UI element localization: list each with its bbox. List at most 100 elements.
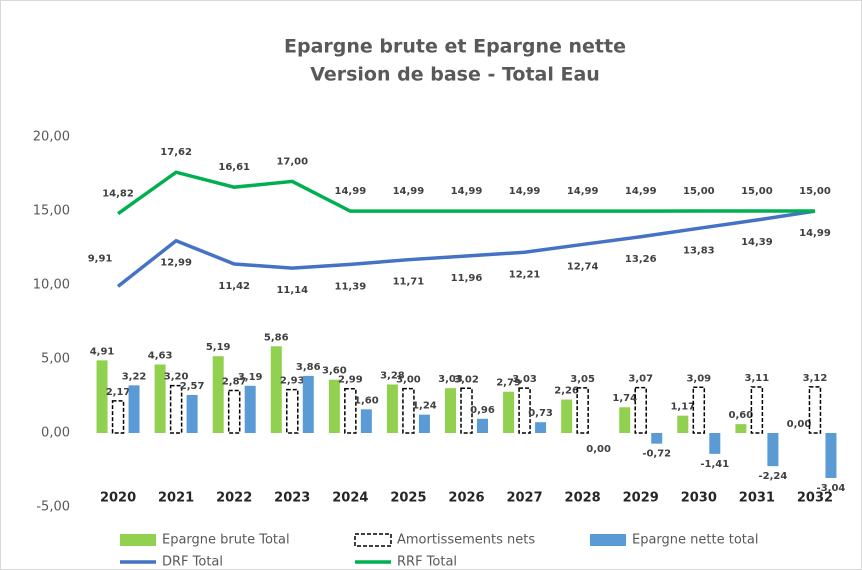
bar	[360, 409, 372, 433]
bar	[128, 385, 140, 433]
data-label: 1,17	[670, 402, 695, 413]
bar	[154, 364, 166, 433]
data-label: 17,00	[276, 156, 308, 167]
bar	[477, 418, 488, 433]
bar	[227, 389, 241, 434]
bar	[344, 387, 357, 434]
bar	[518, 387, 531, 434]
bar	[634, 386, 647, 434]
data-label: -2,24	[758, 471, 787, 482]
x-tick-label: 2029	[623, 491, 659, 506]
line	[117, 170, 815, 216]
chart-title: Epargne brute et Epargne nette	[284, 36, 626, 58]
data-label: 3,03	[512, 374, 537, 385]
data-label: 0,00	[787, 419, 812, 430]
data-label: 3,05	[570, 374, 595, 385]
x-tick-label: 2021	[158, 491, 194, 506]
data-label: 3,03	[438, 374, 463, 385]
data-label: 3,02	[454, 374, 479, 385]
data-label: 3,22	[122, 371, 147, 382]
data-label: 11,42	[218, 281, 250, 292]
bar	[561, 399, 573, 433]
data-label: 11,96	[451, 273, 483, 284]
x-tick-label: 2024	[332, 491, 368, 506]
bar	[808, 386, 822, 434]
x-tick-label: 2032	[797, 491, 833, 506]
data-label: 3,86	[296, 362, 321, 373]
data-label: 3,28	[380, 370, 405, 381]
data-label: 13,26	[625, 254, 657, 265]
data-label: 2,99	[338, 375, 363, 386]
bar	[651, 433, 663, 444]
data-label: 2,79	[496, 378, 521, 389]
legend-label: Epargne nette total	[632, 533, 758, 548]
data-label: 2,93	[280, 376, 305, 387]
data-label: 4,63	[148, 350, 173, 361]
data-label: 13,83	[683, 245, 715, 256]
data-label: 2,26	[554, 386, 579, 397]
chart-subtitle: Version de base - Total Eau	[310, 64, 600, 86]
data-label: 3,60	[322, 366, 347, 377]
bar	[709, 433, 721, 454]
data-label: 11,71	[393, 277, 425, 288]
data-label: 14,99	[625, 186, 657, 197]
y-tick-label: -5,00	[36, 500, 70, 515]
y-tick-label: 20,00	[33, 130, 70, 145]
x-tick-label: 2026	[448, 491, 484, 506]
data-label: 3,12	[803, 373, 828, 384]
bar	[576, 387, 589, 434]
bar	[244, 385, 256, 433]
legend-swatch	[590, 534, 626, 546]
bar	[619, 407, 631, 433]
data-label: 14,82	[102, 189, 134, 200]
data-label: 0,00	[586, 444, 611, 455]
bar	[386, 384, 398, 433]
data-label: 16,61	[218, 162, 250, 173]
bar	[328, 379, 340, 433]
data-label: 15,00	[683, 186, 715, 197]
x-tick-label: 2028	[565, 491, 601, 506]
data-label: 4,91	[90, 346, 115, 357]
data-label: 2,57	[180, 381, 205, 392]
data-label: 11,39	[335, 281, 367, 292]
legend-label: Amortissements nets	[397, 533, 535, 548]
x-tick-label: 2025	[390, 491, 426, 506]
bar	[750, 386, 764, 434]
data-label: 12,99	[160, 258, 192, 269]
bar	[96, 360, 108, 433]
data-label: 3,19	[238, 372, 263, 383]
x-tick-label: 2030	[681, 491, 717, 506]
bar	[692, 386, 706, 434]
legend-label: DRF Total	[162, 555, 223, 570]
line	[116, 209, 816, 288]
bar	[302, 375, 314, 433]
data-label: 3,09	[686, 373, 711, 384]
bar	[212, 356, 224, 433]
data-label: 15,00	[741, 186, 773, 197]
legend-label: Epargne brute Total	[162, 533, 290, 548]
bar	[825, 433, 837, 478]
x-tick-label: 2031	[739, 491, 775, 506]
data-label: 12,74	[567, 261, 599, 272]
legend-swatch	[120, 534, 156, 546]
data-label: 17,62	[160, 147, 192, 158]
bar	[503, 391, 515, 433]
bar	[402, 387, 415, 434]
data-label: -0,72	[642, 449, 671, 460]
y-tick-label: 10,00	[33, 278, 70, 293]
y-tick-label: 15,00	[33, 204, 70, 219]
data-label: 14,99	[451, 186, 483, 197]
y-tick-label: 5,00	[41, 352, 70, 367]
data-label: 3,07	[628, 374, 653, 385]
data-label: 14,99	[393, 186, 425, 197]
x-tick-label: 2020	[100, 491, 136, 506]
data-label: 3,20	[164, 372, 189, 383]
data-label: 1,24	[412, 401, 437, 412]
bar	[460, 387, 473, 434]
bar	[767, 433, 779, 467]
data-label: 9,91	[88, 253, 113, 264]
legend-swatch	[354, 533, 392, 547]
data-label: 14,99	[509, 186, 541, 197]
